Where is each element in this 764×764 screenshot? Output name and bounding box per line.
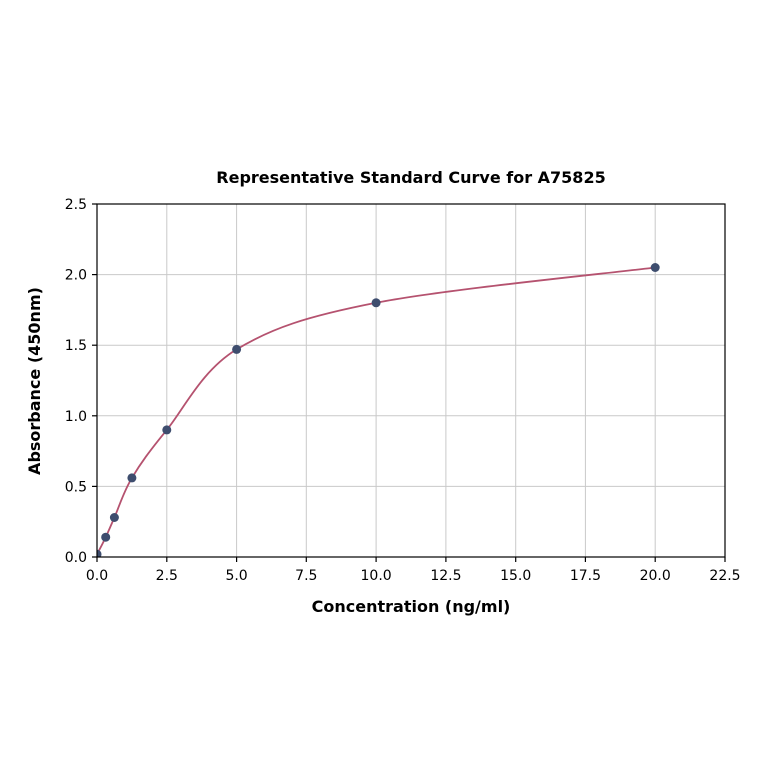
x-tick-label: 15.0 [500,568,531,584]
y-axis-label: Absorbance (450nm) [25,287,44,475]
x-tick-label: 10.0 [361,568,392,584]
y-tick-label: 1.0 [65,409,87,425]
x-tick-label: 2.5 [156,568,178,584]
x-tick-label: 0.0 [86,568,108,584]
tick-marks-and-labels: 0.0 2.5 5.0 7.5 10.0 12.5 15.0 17.5 20.0 22.5 0.0 0… [65,197,741,584]
chart-title: Representative Standard Curve for A75825 [216,168,605,187]
data-layer [97,263,660,557]
data-point [371,298,381,308]
data-point [232,344,242,354]
data-point [127,473,137,483]
x-tick-label: 7.5 [295,568,317,584]
x-tick-label: 5.0 [225,568,247,584]
y-tick-label: 0.5 [65,479,87,495]
data-point [101,532,111,542]
y-tick-label: 0.0 [65,550,87,566]
data-point [109,513,119,522]
x-axis-label: Concentration (ng/ml) [312,597,511,616]
x-tick-label: 22.5 [709,568,740,584]
standard-curve-line [97,266,656,555]
data-point [650,263,660,272]
data-point [97,549,102,557]
x-tick-label: 17.5 [570,568,601,584]
plot-border [96,203,726,558]
grid-lines [96,203,726,558]
x-tick-label: 20.0 [640,568,671,584]
y-tick-label: 2.0 [65,268,87,284]
y-tick-label: 1.5 [65,338,87,354]
x-tick-label: 12.5 [430,568,461,584]
y-tick-label: 2.5 [65,197,87,213]
data-point [162,425,172,435]
